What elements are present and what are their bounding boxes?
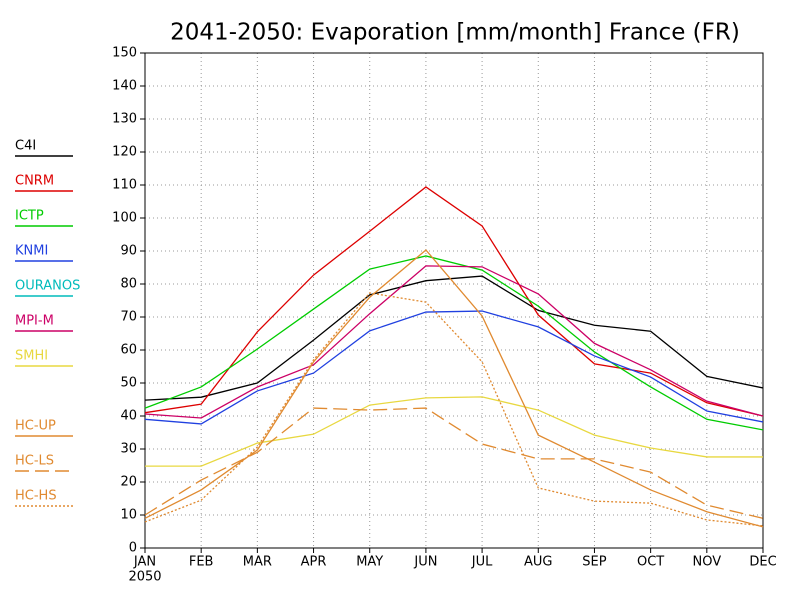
x-tick-label: JAN	[133, 555, 156, 570]
chart-title: 2041-2050: Evaporation [mm/month] France…	[170, 20, 740, 46]
legend-label: ICTP	[15, 209, 44, 224]
y-tick-label: 80	[120, 277, 137, 292]
y-tick-label: 140	[112, 79, 137, 94]
x-tick-label: APR	[301, 555, 327, 570]
x-tick-label: MAR	[243, 555, 272, 570]
x-tick-label: NOV	[693, 555, 722, 570]
x-tick-label: DEC	[749, 555, 776, 570]
y-tick-label: 10	[120, 508, 137, 523]
x-tick-label: JUL	[471, 555, 493, 570]
y-tick-label: 120	[112, 145, 137, 160]
series-line	[144, 265, 764, 419]
legend-label: SMHI	[15, 349, 48, 364]
legend-label: HC-LS	[15, 454, 54, 469]
series-line	[144, 186, 764, 417]
series-line	[144, 310, 764, 425]
y-tick-label: 60	[120, 343, 137, 358]
x-tick-label: FEB	[189, 555, 214, 570]
legend-label: MPI-M	[15, 314, 54, 329]
y-tick-label: 130	[112, 112, 137, 127]
legend-label: HC-HS	[15, 489, 57, 504]
x-tick-label: OCT	[637, 555, 664, 570]
x-tick-label: JUN	[413, 555, 437, 570]
series-line	[144, 407, 764, 519]
y-tick-label: 30	[120, 442, 137, 457]
x-tick-label: MAY	[356, 555, 383, 570]
y-tick-label: 50	[120, 376, 137, 391]
y-tick-label: 110	[112, 178, 137, 193]
plot-frame	[144, 52, 764, 549]
series-line	[145, 396, 763, 467]
legend-label: OURANOS	[15, 279, 80, 294]
y-tick-label: 20	[120, 475, 137, 490]
legend-label: C4I	[15, 139, 36, 154]
legend-label: KNMI	[15, 244, 48, 259]
y-tick-label: 40	[120, 409, 137, 424]
year-label: 2050	[128, 570, 161, 585]
legend-label: HC-UP	[15, 419, 56, 434]
y-tick-label: 100	[112, 211, 137, 226]
x-tick-label: AUG	[524, 555, 552, 570]
y-tick-label: 70	[120, 310, 137, 325]
y-tick-label: 0	[129, 541, 137, 556]
y-tick-label: 90	[120, 244, 137, 259]
series-line	[144, 292, 764, 527]
x-tick-label: SEP	[582, 555, 606, 570]
series-line	[144, 275, 764, 401]
y-tick-label: 150	[112, 46, 137, 61]
series-line	[144, 255, 764, 431]
legend-label: CNRM	[15, 174, 54, 189]
